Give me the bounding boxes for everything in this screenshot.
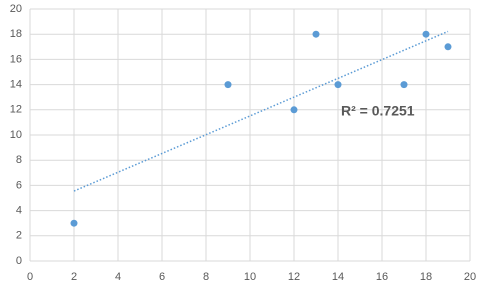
- point: [444, 43, 452, 51]
- trendline: [73, 30, 449, 192]
- y-tick-label: 4: [16, 205, 22, 217]
- y-tick-label: 18: [10, 28, 22, 40]
- x-tick-label: 18: [420, 271, 432, 283]
- y-tick-label: 14: [10, 79, 22, 91]
- point: [334, 81, 342, 89]
- x-tick-label: 20: [464, 271, 476, 283]
- r-squared-annotation: R² = 0.7251: [341, 103, 415, 119]
- x-tick-label: 16: [376, 271, 388, 283]
- y-tick-label: 2: [16, 230, 22, 242]
- x-tick-label: 8: [203, 271, 209, 283]
- y-tick-label: 12: [10, 104, 22, 116]
- point: [224, 81, 232, 89]
- point: [400, 81, 408, 89]
- y-tick-label: 16: [10, 53, 22, 65]
- x-tick-label: 14: [332, 271, 344, 283]
- x-tick-label: 12: [288, 271, 300, 283]
- point: [312, 30, 320, 38]
- y-tick-label: 6: [16, 179, 22, 191]
- x-tick-label: 2: [71, 271, 77, 283]
- point: [290, 106, 298, 114]
- x-tick-label: 10: [244, 271, 256, 283]
- y-tick-label: 8: [16, 154, 22, 166]
- point: [70, 219, 78, 227]
- point: [422, 30, 430, 38]
- y-tick-label: 0: [16, 255, 22, 267]
- x-tick-label: 4: [115, 271, 121, 283]
- y-tick-label: 20: [10, 3, 22, 15]
- x-tick-label: 6: [159, 271, 165, 283]
- y-tick-label: 10: [10, 129, 22, 141]
- x-tick-label: 0: [27, 271, 33, 283]
